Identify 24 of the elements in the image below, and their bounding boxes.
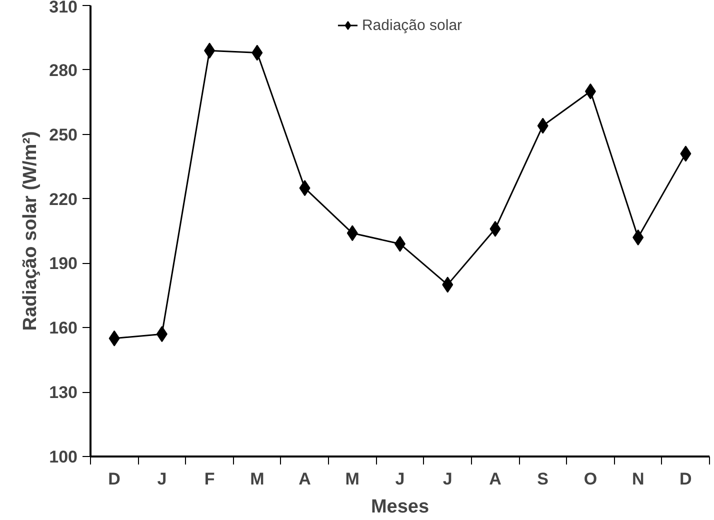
x-tick-label: A [298,470,311,488]
y-tick-label: 130 [49,383,78,402]
y-tick-label: 190 [49,254,78,274]
x-axis-title: Meses [370,496,430,518]
x-tick-label: O [584,470,598,488]
x-tick-label: A [489,470,502,488]
x-tick-label: F [204,470,215,488]
y-axis-title: Radiação solar (W/m²) [20,131,42,331]
y-tick-label: 280 [49,60,78,80]
y-tick-label: 310 [49,0,78,16]
x-tick-label: J [442,470,452,488]
y-tick-label: 250 [49,125,78,144]
x-tick-label: J [395,470,405,488]
x-tick-label: N [632,470,644,488]
x-tick-label: J [157,470,167,488]
y-tick-label: 220 [49,190,78,209]
y-tick-label: 160 [49,318,78,338]
legend-label: Radiação solar [362,16,462,34]
y-tick-label: 100 [49,448,78,466]
x-tick-label: S [537,470,549,488]
x-tick-label: D [108,470,120,488]
x-tick-label: M [345,470,360,488]
x-tick-label: D [680,470,692,488]
x-tick-label: M [250,470,264,488]
